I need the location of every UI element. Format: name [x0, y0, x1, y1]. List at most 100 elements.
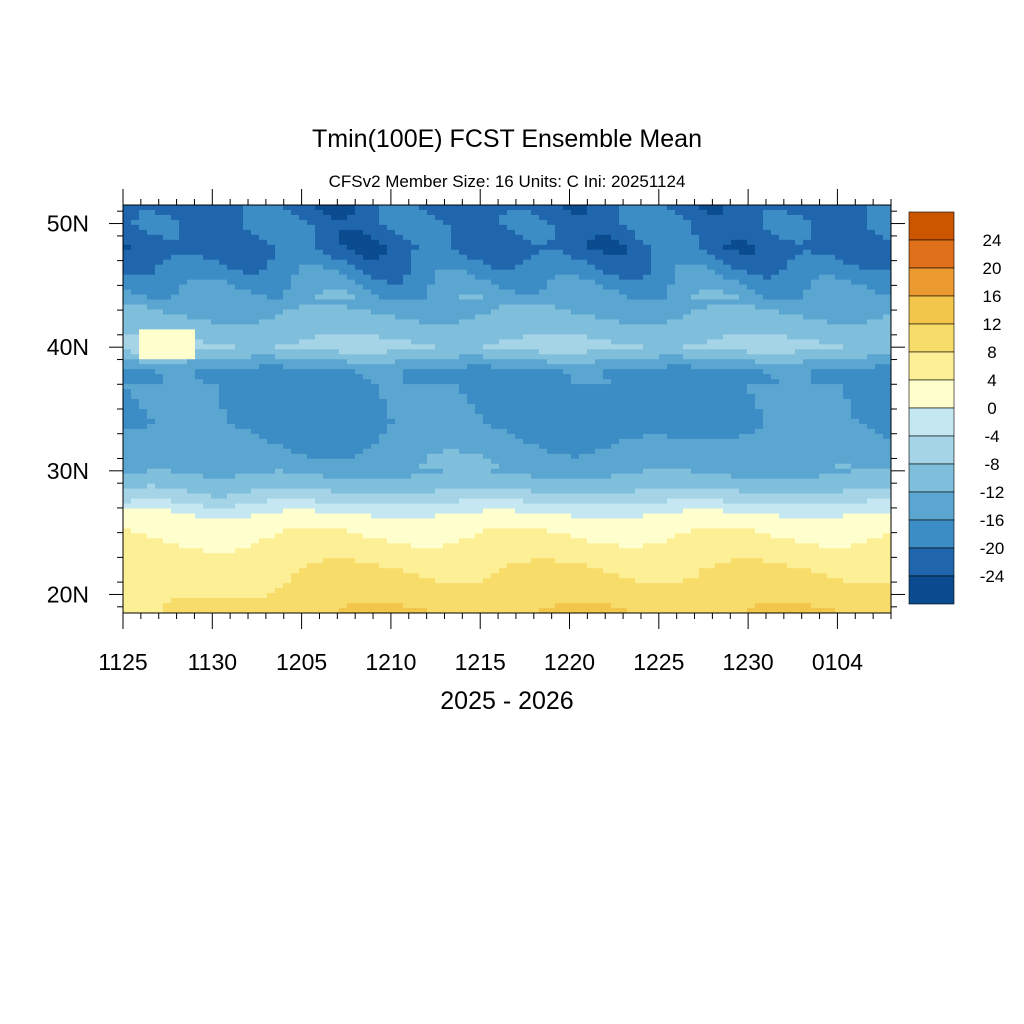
field-cell — [531, 209, 540, 216]
field-cell — [603, 304, 612, 311]
field-cell — [875, 244, 884, 251]
field-cell — [395, 234, 404, 241]
field-cell — [203, 349, 212, 355]
field-cell — [827, 229, 836, 236]
field-cell — [851, 254, 860, 261]
field-cell — [459, 389, 468, 395]
field-cell — [171, 274, 180, 281]
field-cell — [427, 244, 436, 251]
field-cell — [251, 304, 260, 311]
field-cell — [179, 279, 188, 286]
field-cell — [779, 284, 788, 291]
field-cell — [187, 423, 196, 430]
field-cell — [259, 279, 268, 286]
field-cell — [267, 304, 276, 311]
field-cell — [291, 284, 300, 291]
field-cell — [635, 364, 644, 370]
field-cell — [227, 249, 236, 256]
field-cell — [691, 359, 700, 365]
field-cell — [579, 354, 588, 360]
field-cell — [603, 413, 612, 420]
field-cell — [867, 309, 876, 316]
field-cell — [347, 399, 356, 405]
field-cell — [443, 448, 452, 455]
field-row — [123, 254, 891, 261]
field-cell — [267, 249, 276, 256]
field-cell — [659, 284, 668, 291]
field-cell — [515, 244, 524, 251]
field-cell — [595, 349, 604, 355]
field-cell — [691, 214, 700, 221]
field-cell — [275, 249, 284, 256]
field-cell — [211, 309, 220, 316]
field-cell — [659, 234, 668, 241]
field-cell — [811, 319, 820, 326]
field-cell — [419, 269, 428, 276]
field-cell — [707, 324, 716, 330]
field-cell — [379, 289, 388, 296]
field-cell — [499, 299, 508, 306]
field-cell — [139, 418, 148, 425]
field-cell — [475, 224, 484, 231]
field-cell — [787, 413, 796, 420]
field-cell — [323, 438, 332, 445]
field-cell — [499, 354, 508, 360]
field-cell — [419, 274, 428, 281]
field-cell — [827, 319, 836, 326]
field-cell — [811, 264, 820, 271]
field-cell — [851, 374, 860, 380]
field-cell — [811, 404, 820, 410]
field-cell — [203, 299, 212, 306]
field-row — [123, 404, 891, 410]
field-cell — [851, 379, 860, 385]
field-cell — [571, 418, 580, 425]
field-cell — [843, 418, 852, 425]
field-cell — [467, 294, 476, 301]
field-cell — [323, 264, 332, 271]
field-cell — [475, 284, 484, 291]
field-cell — [883, 428, 891, 435]
field-cell — [483, 339, 492, 345]
field-cell — [147, 359, 156, 365]
field-cell — [843, 239, 852, 246]
field-cell — [259, 448, 268, 455]
field-cell — [179, 349, 188, 355]
field-cell — [851, 205, 860, 211]
field-cell — [347, 354, 356, 360]
field-cell — [563, 369, 572, 375]
field-cell — [747, 344, 756, 350]
field-cell — [491, 399, 500, 405]
field-cell — [395, 219, 404, 226]
field-cell — [139, 399, 148, 405]
field-cell — [619, 319, 628, 326]
field-cell — [579, 279, 588, 286]
field-cell — [731, 433, 740, 440]
field-cell — [747, 205, 756, 211]
field-cell — [723, 349, 732, 355]
field-cell — [243, 364, 252, 370]
field-cell — [299, 269, 308, 276]
field-cell — [139, 364, 148, 370]
field-cell — [795, 229, 804, 236]
field-cell — [555, 249, 564, 256]
field-cell — [691, 413, 700, 420]
field-cell — [147, 209, 156, 216]
field-cell — [123, 404, 132, 410]
field-cell — [635, 409, 644, 415]
field-cell — [699, 418, 708, 425]
field-cell — [755, 374, 764, 380]
field-cell — [131, 379, 140, 385]
field-cell — [411, 289, 420, 296]
field-cell — [779, 259, 788, 266]
field-cell — [163, 299, 172, 306]
field-cell — [643, 359, 652, 365]
field-cell — [611, 229, 620, 236]
field-cell — [883, 379, 891, 385]
field-cell — [771, 254, 780, 261]
field-cell — [363, 339, 372, 345]
field-cell — [363, 205, 372, 211]
field-cell — [131, 234, 140, 241]
field-row — [123, 334, 891, 340]
field-cell — [523, 349, 532, 355]
field-cell — [267, 438, 276, 445]
